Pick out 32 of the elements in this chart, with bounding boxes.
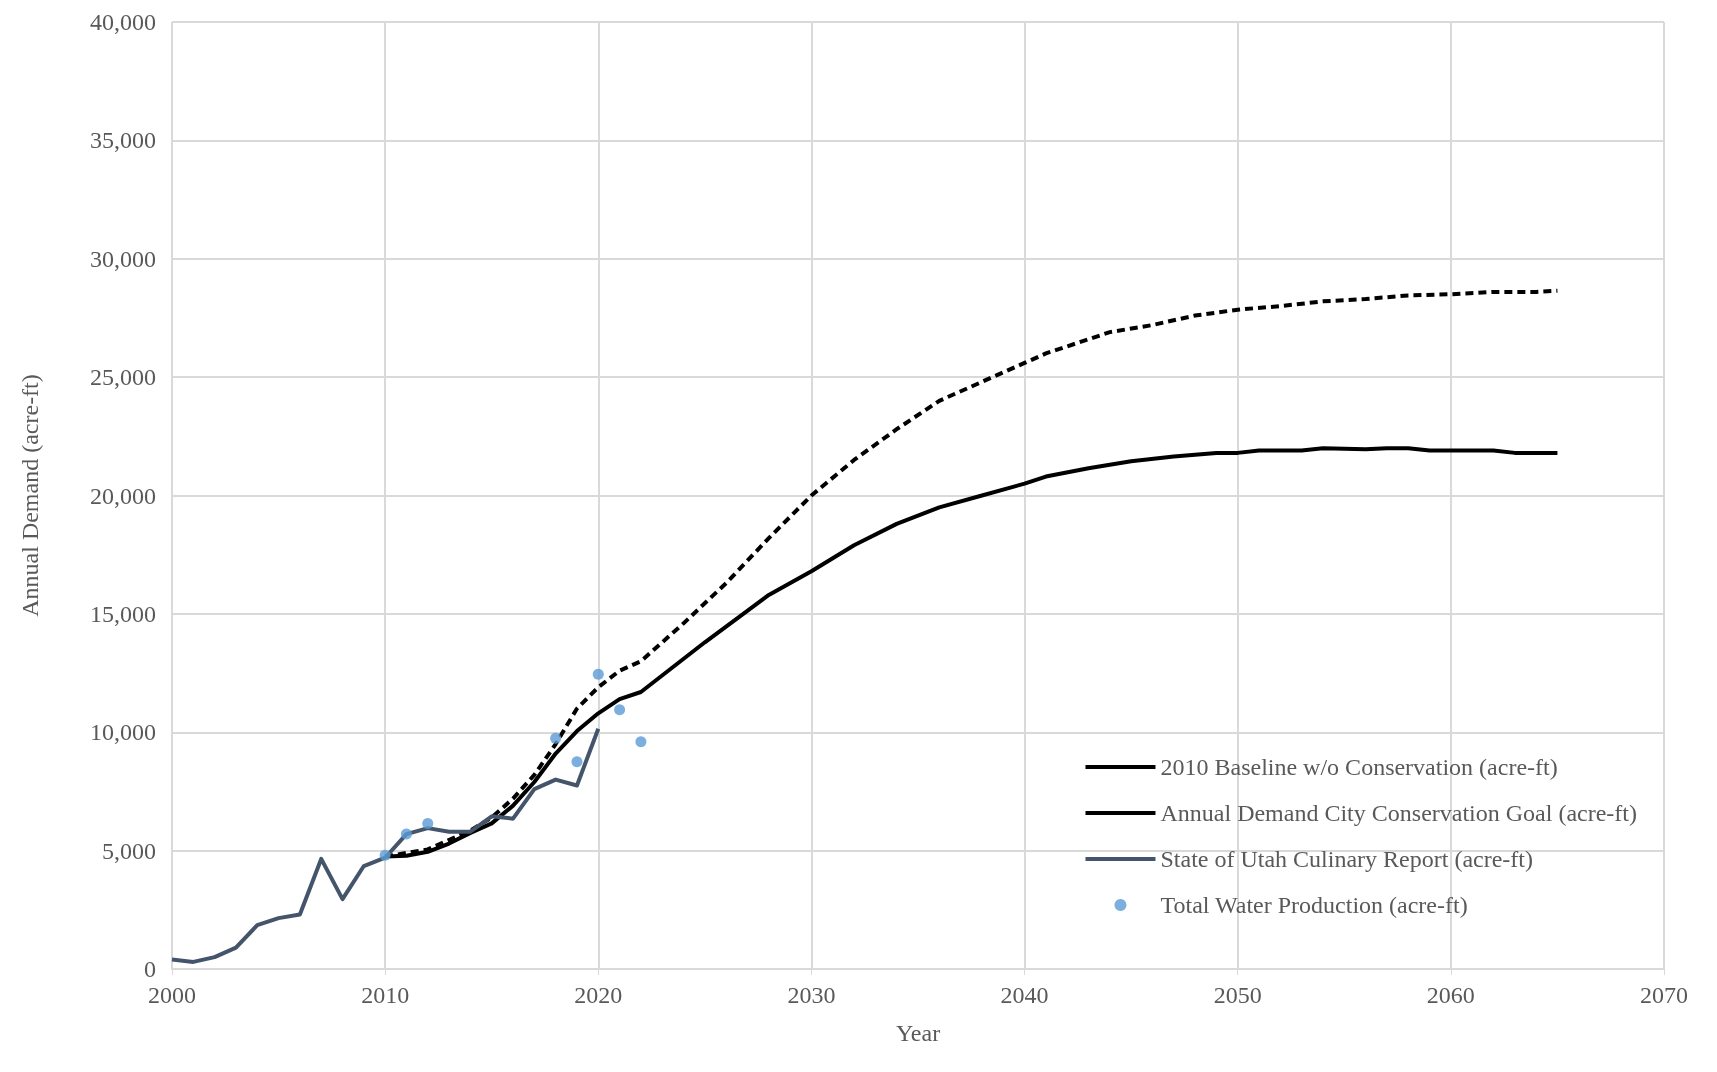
- point: [550, 732, 562, 744]
- x-tick-label: 2030: [787, 982, 836, 1008]
- x-tick-label: 2060: [1426, 982, 1475, 1008]
- point: [400, 828, 412, 840]
- y-tick-label: 15,000: [90, 600, 156, 627]
- y-tick-label: 40,000: [90, 9, 156, 35]
- x-tick-label: 2000: [148, 982, 196, 1008]
- point: [592, 668, 604, 680]
- line-series: [170, 726, 601, 964]
- point: [635, 736, 647, 748]
- x-axis-title: Year: [895, 1020, 941, 1046]
- point: [422, 817, 434, 829]
- y-tick-label: 20,000: [90, 482, 156, 509]
- y-tick-label: 25,000: [90, 364, 156, 391]
- legend-label: 2010 Baseline w/o Conservation (acre-ft): [1160, 754, 1558, 780]
- y-tick-label: 5,000: [102, 837, 156, 864]
- point: [614, 704, 626, 716]
- legend-label: State of Utah Culinary Report (acre-ft): [1160, 846, 1534, 872]
- legend-label: Annual Demand City Conservation Goal (acre-ft): [1160, 800, 1638, 826]
- x-tick-label: 2010: [361, 982, 410, 1008]
- y-tick-label: 30,000: [90, 245, 156, 272]
- x-tick-label: 2040: [1000, 982, 1049, 1008]
- point: [379, 849, 391, 861]
- x-tick-label: 2070: [1640, 982, 1688, 1008]
- x-tick-label: 2050: [1213, 982, 1262, 1008]
- point: [571, 756, 583, 768]
- y-tick-label: 10,000: [90, 719, 156, 746]
- y-axis-title: Annual Demand (acre-ft): [17, 374, 43, 617]
- x-tick-label: 2020: [574, 982, 623, 1008]
- y-tick-label: 35,000: [90, 127, 156, 154]
- legend-label: Total Water Production (acre-ft): [1160, 892, 1468, 918]
- y-tick-label: 0: [144, 956, 156, 982]
